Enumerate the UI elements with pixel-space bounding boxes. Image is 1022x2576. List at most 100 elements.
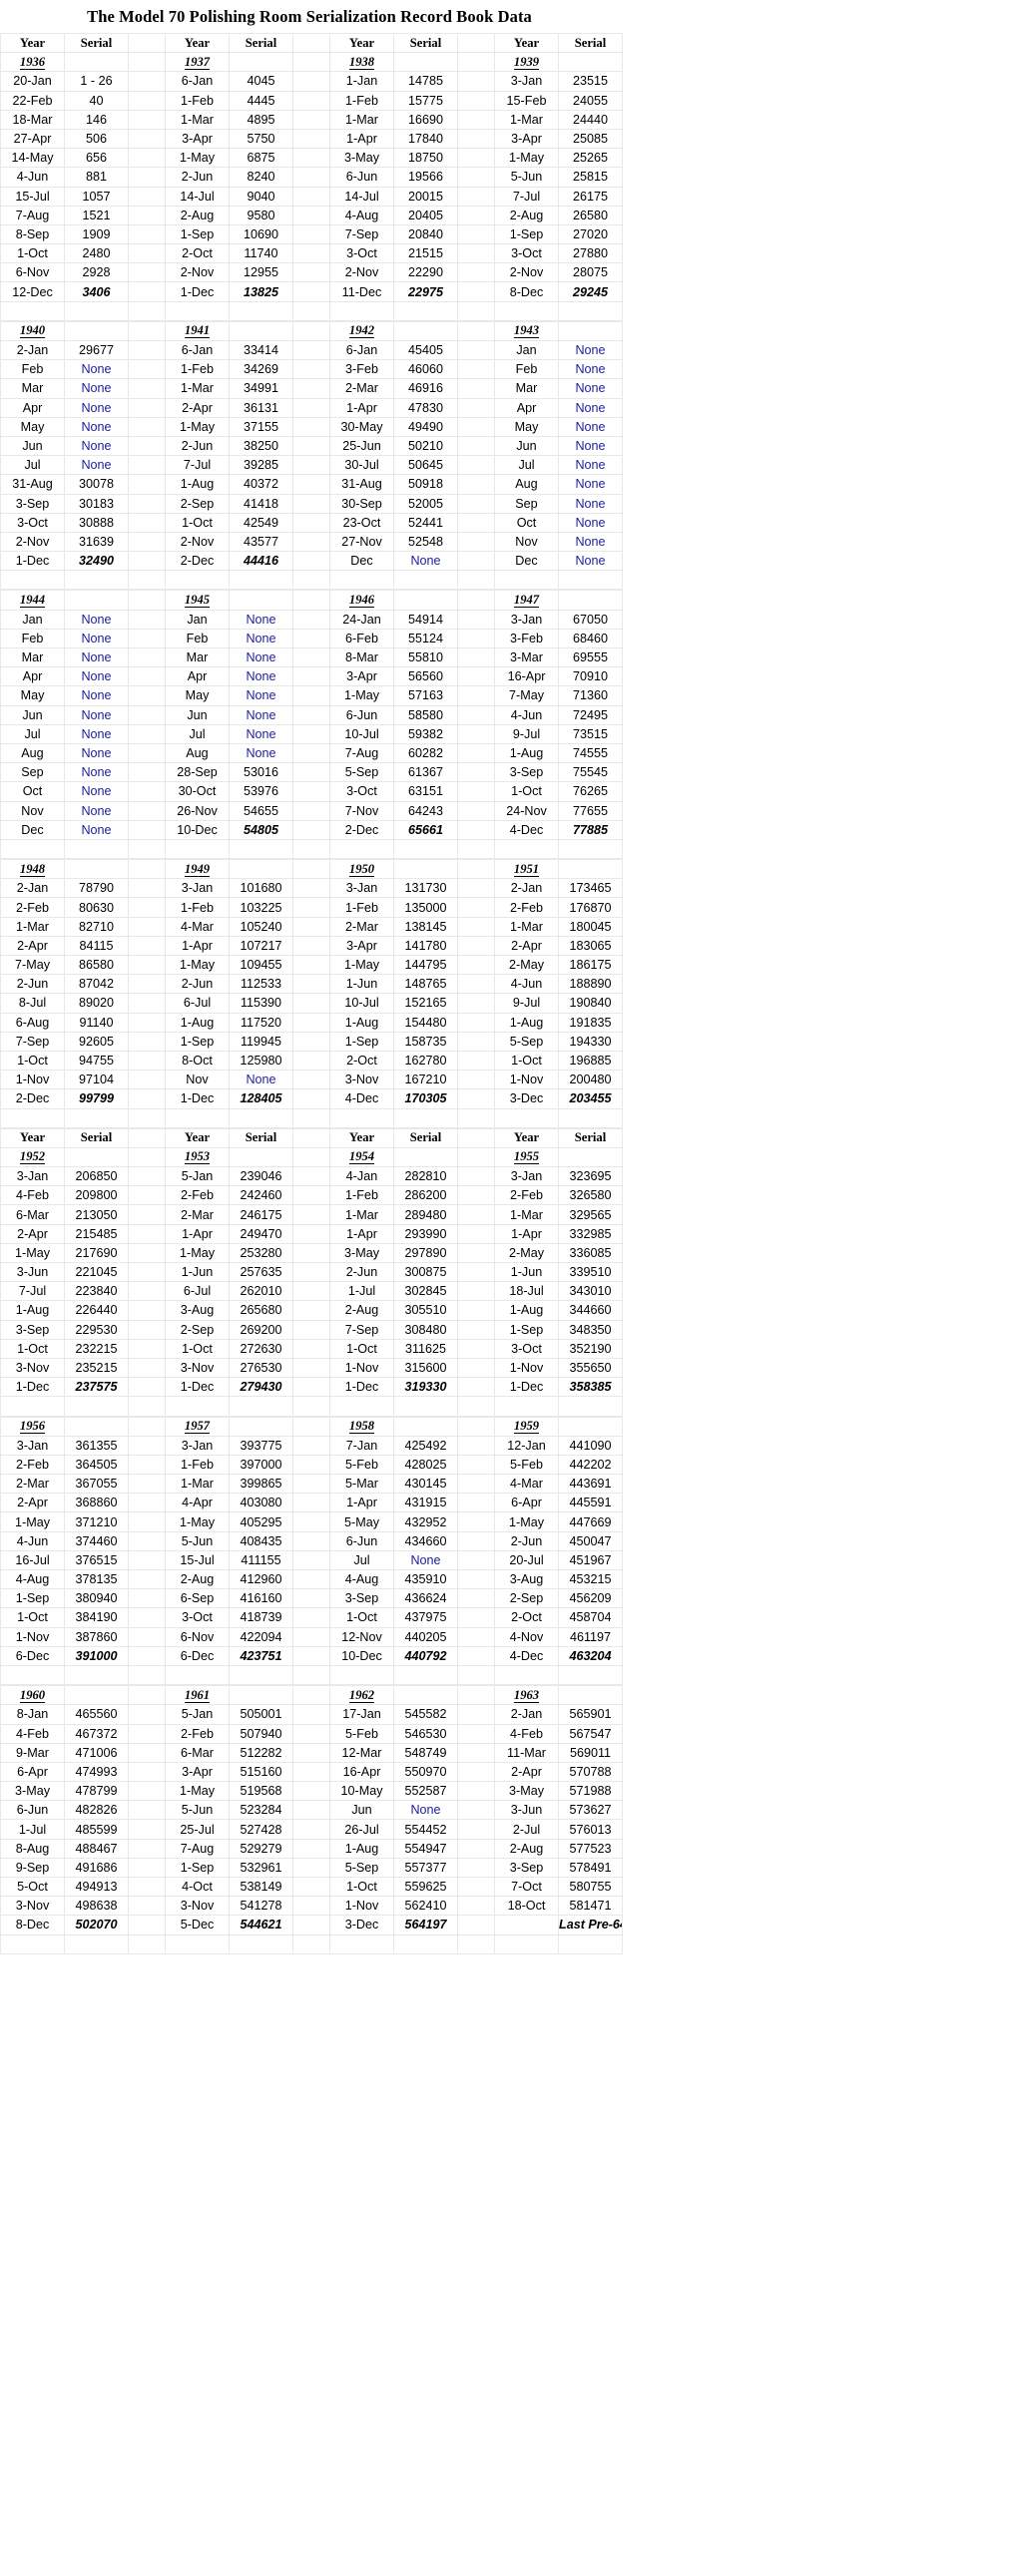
date-cell: 9-Jul [494,993,559,1014]
year-label-serial-blank [393,52,458,73]
year-label-serial-blank [229,859,293,880]
table-row: 4-Jun 374460 5-Jun 408435 6-Jun 434660 2-Jun 45… [0,1530,623,1551]
serial-cell: 22290 [393,262,458,283]
table-row: 6-Jun 482826 5-Jun 523284 Jun None 3-Jun 573627 [0,1800,623,1821]
date-cell: Aug [494,474,559,495]
column-header-serial: Serial [64,32,129,54]
spacer-cell [292,1070,330,1090]
serial-cell: 57163 [393,685,458,706]
year-label-serial-blank [229,320,293,342]
serial-cell-none: None [558,455,623,476]
spacer-cell [292,1493,330,1513]
spacer-cell [292,223,330,245]
spacer-cell [128,1685,166,1706]
date-cell: 3-Feb [329,359,394,380]
date-cell: 2-May [494,1242,559,1264]
date-cell: 18-Mar [0,109,65,130]
date-cell: 3-Jan [494,609,559,630]
spacer-cell [457,1664,495,1686]
spacer-cell [64,1664,129,1686]
date-cell: 6-Feb [329,628,394,649]
spacer-cell [165,300,230,321]
date-cell: Dec [494,551,559,572]
table-row: 1-Nov 387860 6-Nov 422094 12-Nov 440205 4-Nov 4… [0,1626,623,1647]
year-label: 1951 [494,859,559,880]
spacer-cell [457,1261,495,1283]
year-label-text: 1956 [19,1419,46,1435]
serial-cell: 92605 [64,1031,129,1052]
spacer-cell [457,281,495,302]
date-cell: 1-Aug [494,742,559,764]
date-cell: 2-Feb [165,1185,230,1206]
serial-cell: 488467 [64,1838,129,1859]
date-cell: 1-Sep [165,1857,230,1879]
spacer-cell [292,1454,330,1476]
serial-cell: 391000 [64,1645,129,1666]
serial-cell: 506 [64,128,129,150]
spacer-cell [292,416,330,437]
date-cell: 1-Oct [0,1607,65,1628]
spacer-cell [329,838,394,860]
spacer-cell [128,1396,166,1417]
serial-cell-none: None [393,1800,458,1821]
serial-cell: 22975 [393,281,458,302]
serial-cell: 269200 [229,1319,293,1340]
date-cell: 3-Apr [329,666,394,687]
spacer-cell [494,1396,559,1417]
year-blocks-container: Year Serial Year Serial Year Serial Year Serial… [0,32,623,1954]
spacer-cell [128,781,166,802]
serial-cell: 194330 [558,1031,623,1052]
table-row: 3-Jan 206850 5-Jan 239046 4-Jan 282810 3-Jan 32… [0,1166,623,1187]
spacer-cell [165,838,230,860]
spacer-cell [292,52,330,73]
date-cell: 5-May [329,1511,394,1532]
spacer-cell [128,109,166,130]
date-cell: 30-Sep [329,493,394,514]
serial-cell: 471006 [64,1742,129,1763]
serial-cell: 232215 [64,1338,129,1359]
column-header-row: Year Serial Year Serial Year Serial Year Serial [0,32,623,54]
date-cell: 23-Oct [329,512,394,533]
spacer-cell [457,1915,495,1935]
serial-cell: 343010 [558,1281,623,1302]
serial-cell: 97104 [64,1070,129,1090]
date-cell: 30-Oct [165,781,230,802]
spacer-cell [558,1664,623,1686]
year-label-text: 1936 [19,54,46,70]
serial-cell: 42549 [229,512,293,533]
spacer-cell [128,90,166,111]
spacer-cell [457,512,495,533]
serial-cell: 188890 [558,974,623,995]
date-cell: Jul [0,723,65,744]
year-label-serial-blank [64,590,129,611]
spacer-cell [457,1568,495,1590]
spacer-cell [128,1474,166,1495]
table-row: 3-Jun 221045 1-Jun 257635 2-Jun 300875 1-Jun 33… [0,1261,623,1283]
date-cell: 2-May [494,954,559,976]
serial-cell: 408435 [229,1530,293,1551]
serial-cell: 465560 [64,1704,129,1725]
year-label-serial-blank [393,1146,458,1168]
date-cell: 1-Jan [329,71,394,92]
spacer-cell [229,300,293,321]
serial-cell: 40372 [229,474,293,495]
serial-cell: 26580 [558,205,623,225]
spacer-cell [292,493,330,514]
spacer-cell [457,1281,495,1302]
date-cell [494,1915,559,1935]
date-cell: Nov [494,531,559,553]
serial-cell: 323695 [558,1166,623,1187]
serial-cell: 28075 [558,262,623,283]
serial-cell: 30183 [64,493,129,514]
spacer-cell [292,1761,330,1783]
date-cell: 1-May [0,1511,65,1532]
serial-cell: 286200 [393,1185,458,1206]
spacer-cell [128,1107,166,1128]
year-label-serial-blank [229,1416,293,1437]
year-label-serial-blank [558,52,623,73]
date-cell: 9-Sep [0,1857,65,1879]
serial-cell: 34269 [229,359,293,380]
date-cell: May [0,685,65,706]
spacer-cell [457,243,495,264]
year-label-serial-blank [393,1685,458,1706]
